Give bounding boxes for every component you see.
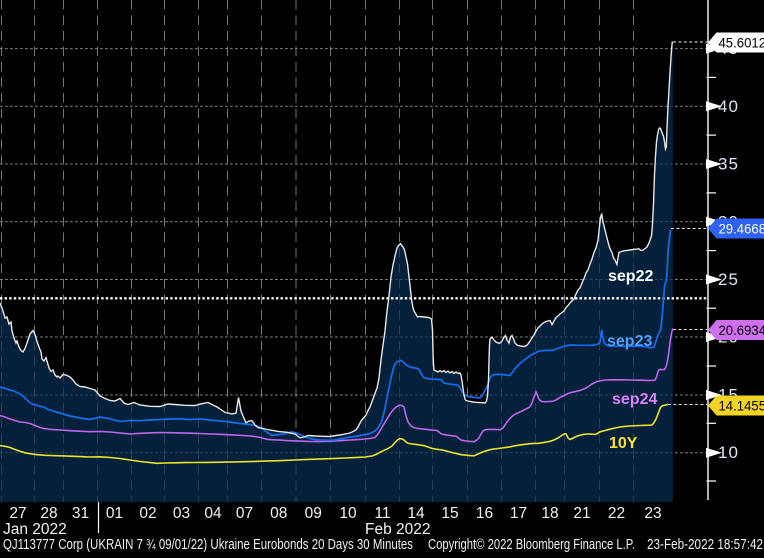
svg-text:23-Feb-2022 18:57:42: 23-Feb-2022 18:57:42 [647, 536, 763, 553]
svg-text:29.4668: 29.4668 [719, 221, 764, 237]
svg-text:08: 08 [270, 505, 287, 522]
svg-text:25: 25 [718, 270, 739, 289]
svg-text:15: 15 [441, 505, 458, 522]
svg-text:18: 18 [541, 505, 558, 522]
svg-text:23: 23 [644, 505, 661, 522]
svg-text:28: 28 [40, 505, 57, 522]
svg-text:10: 10 [718, 443, 739, 462]
svg-text:20.6934: 20.6934 [719, 322, 764, 338]
svg-text:04: 04 [204, 505, 222, 522]
svg-text:sep23: sep23 [607, 333, 652, 350]
svg-text:31: 31 [72, 505, 89, 522]
svg-text:03: 03 [173, 505, 190, 522]
svg-text:07: 07 [236, 505, 253, 522]
svg-text:45.6012: 45.6012 [719, 35, 764, 51]
svg-text:11: 11 [374, 505, 390, 522]
svg-text:35: 35 [718, 155, 739, 174]
svg-text:14: 14 [407, 505, 425, 522]
svg-text:27: 27 [9, 505, 26, 522]
svg-text:sep22: sep22 [608, 268, 653, 285]
svg-text:17: 17 [510, 505, 527, 522]
svg-text:21: 21 [573, 505, 590, 522]
svg-text:14.1455: 14.1455 [719, 398, 764, 414]
svg-text:sep24: sep24 [612, 391, 657, 408]
svg-text:16: 16 [476, 505, 493, 522]
svg-text:01: 01 [106, 505, 123, 522]
svg-text:10: 10 [339, 505, 357, 522]
svg-text:10Y: 10Y [609, 435, 638, 452]
svg-text:22: 22 [608, 505, 625, 522]
svg-text:40: 40 [718, 97, 739, 116]
svg-text:09: 09 [305, 505, 322, 522]
svg-text:Copyright© 2022 Bloomberg Fina: Copyright© 2022 Bloomberg Finance L.P. [428, 536, 635, 553]
svg-text:02: 02 [139, 505, 156, 522]
svg-text:QJ113777 Corp (UKRAIN 7 ¾ 09/0: QJ113777 Corp (UKRAIN 7 ¾ 09/01/22) Ukra… [3, 536, 413, 553]
